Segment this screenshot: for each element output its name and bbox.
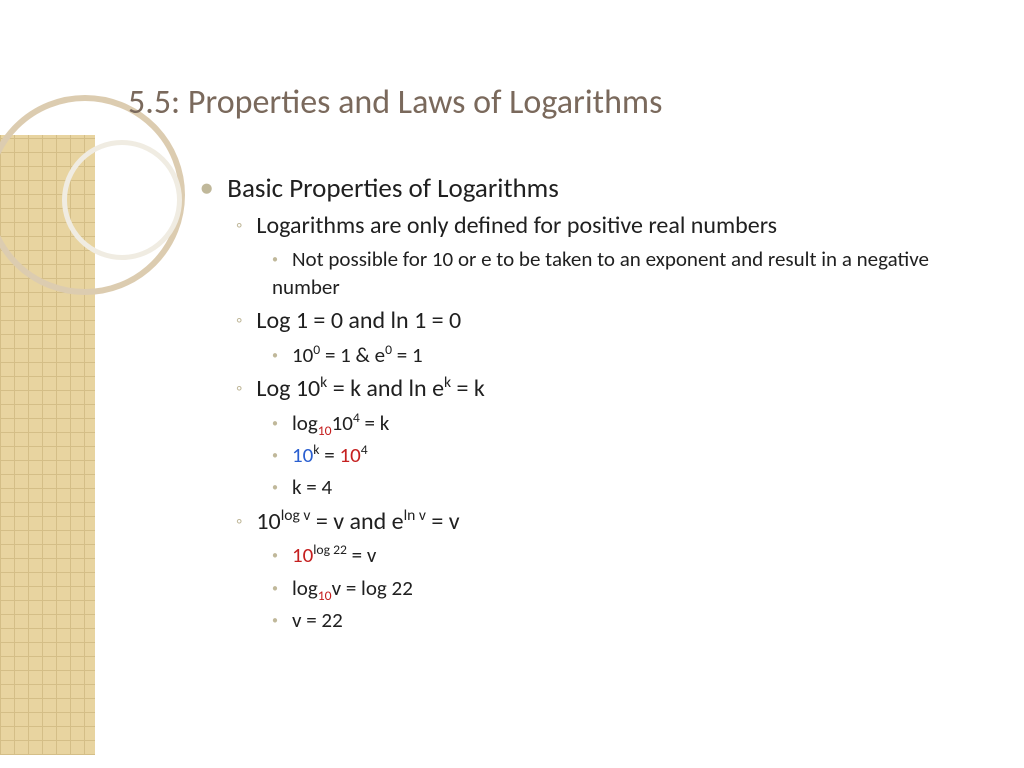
bullet-level-3: •Not possible for 10 or e to be taken to…	[200, 246, 980, 301]
bullet-marker: •	[272, 349, 278, 363]
bullet-level-1: ● Basic Properties of Logarithms	[200, 172, 980, 206]
bullet-marker: •	[272, 449, 278, 463]
bullet-text: 100 = 1 & e0 = 1	[292, 342, 423, 368]
bullet-marker: •	[272, 481, 278, 495]
bullet-level-3: • 100 = 1 & e0 = 1	[200, 342, 980, 369]
bullet-level-2: ◦ 10log v = v and eln v = v	[200, 507, 980, 538]
bullet-level-2: ◦ Log 10k = k and ln ek = k	[200, 374, 980, 405]
bullet-marker: •	[272, 614, 278, 628]
bullet-marker: ●	[200, 174, 213, 201]
bullet-text: 10log 22 = v	[292, 542, 376, 568]
bullet-marker: •	[272, 549, 278, 563]
bullet-text: log10104 = k	[292, 410, 389, 436]
bullet-level-3: • log10104 = k	[200, 410, 980, 437]
bullet-text: Log 10k = k and ln ek = k	[256, 374, 484, 403]
bullet-level-3: • log10v = log 22	[200, 575, 980, 602]
bullet-text: Basic Properties of Logarithms	[227, 172, 559, 205]
bullet-text: 10k = 104	[292, 442, 368, 468]
bullet-text: Logarithms are only defined for positive…	[256, 211, 777, 240]
decorative-circle-inner	[62, 140, 182, 260]
slide-title: 5.5: Properties and Laws of Logarithms	[128, 82, 662, 123]
bullet-marker: •	[272, 582, 278, 596]
bullet-text: 10log v = v and eln v = v	[256, 507, 459, 536]
bullet-marker: ◦	[236, 510, 242, 532]
bullet-level-2: ◦ Log 1 = 0 and ln 1 = 0	[200, 306, 980, 337]
bullet-text: k = 4	[292, 474, 332, 500]
bullet-text: Log 1 = 0 and ln 1 = 0	[256, 306, 461, 335]
bullet-level-3: • 10log 22 = v	[200, 542, 980, 569]
bullet-level-3: • 10k = 104	[200, 442, 980, 469]
bullet-marker: ◦	[236, 377, 242, 399]
bullet-level-2: ◦ Logarithms are only defined for positiv…	[200, 211, 980, 242]
bullet-marker: •	[272, 253, 278, 267]
bullet-text: log10v = log 22	[292, 575, 413, 601]
bullet-marker: ◦	[236, 214, 242, 236]
bullet-marker: ◦	[236, 309, 242, 331]
bullet-level-3: • v = 22	[200, 607, 980, 634]
bullet-text: Not possible for 10 or e to be taken to …	[272, 246, 929, 299]
slide-content: ● Basic Properties of Logarithms ◦ Logarith…	[200, 170, 980, 634]
bullet-marker: •	[272, 417, 278, 431]
bullet-level-3: • k = 4	[200, 474, 980, 501]
bullet-text: v = 22	[292, 607, 343, 633]
